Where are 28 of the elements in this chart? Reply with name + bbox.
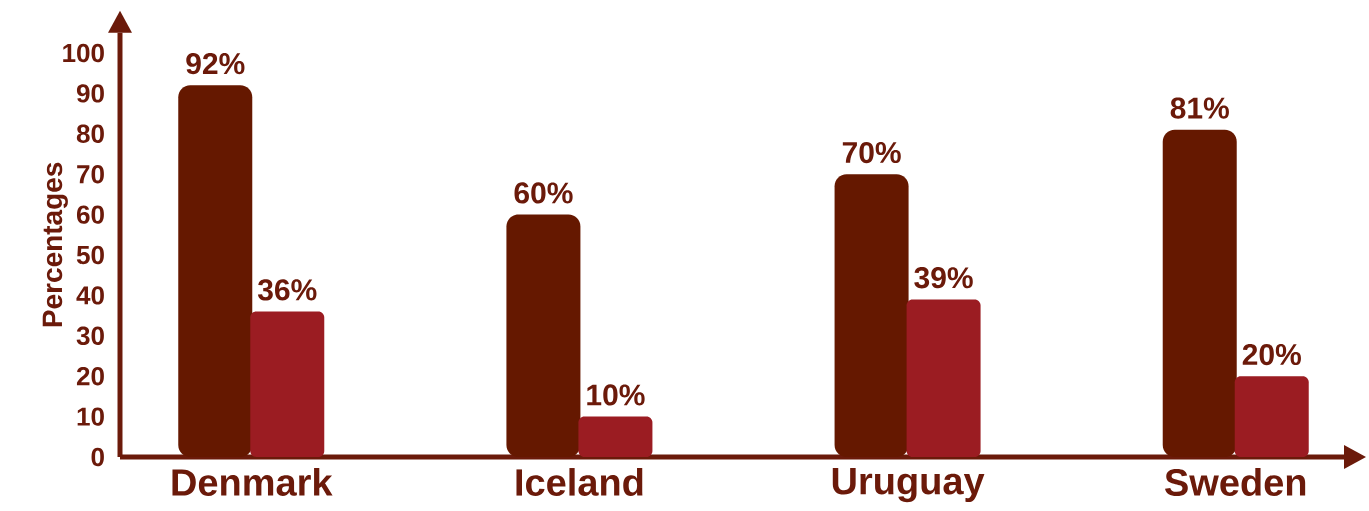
bar [250, 311, 325, 457]
x-tick-label: Denmark [172, 468, 333, 496]
data-label: 20% [1242, 343, 1301, 366]
data-label: 70% [842, 141, 901, 164]
y-tick-label: 100 [63, 43, 104, 63]
x-tick-label: Uruguay [832, 468, 985, 503]
y-tick-label: 40 [76, 286, 104, 305]
x-tick-label: Sweden [1165, 468, 1306, 496]
data-label: 92% [186, 53, 245, 75]
y-tick-label: 10 [77, 407, 104, 426]
y-tick-label: 70 [77, 164, 104, 184]
data-label: 10% [587, 384, 645, 406]
bar [1234, 376, 1309, 457]
data-label: 81% [1170, 97, 1229, 119]
data-label: 36% [257, 279, 317, 301]
y-tick-label: 0 [91, 447, 104, 467]
bar [578, 416, 653, 457]
x-tick-label: Iceland [516, 468, 643, 496]
data-label: 60% [514, 182, 573, 204]
bar [906, 299, 981, 457]
y-tick-label: 60 [76, 205, 104, 224]
data-label: 39% [914, 267, 973, 289]
y-axis-title: Percentages [42, 162, 68, 327]
y-tick-label: 20 [76, 366, 104, 386]
y-tick-label: 80 [76, 124, 104, 143]
y-tick-label: 90 [76, 84, 104, 103]
y-tick-label: 30 [76, 326, 104, 346]
y-tick-label: 50 [76, 245, 104, 265]
